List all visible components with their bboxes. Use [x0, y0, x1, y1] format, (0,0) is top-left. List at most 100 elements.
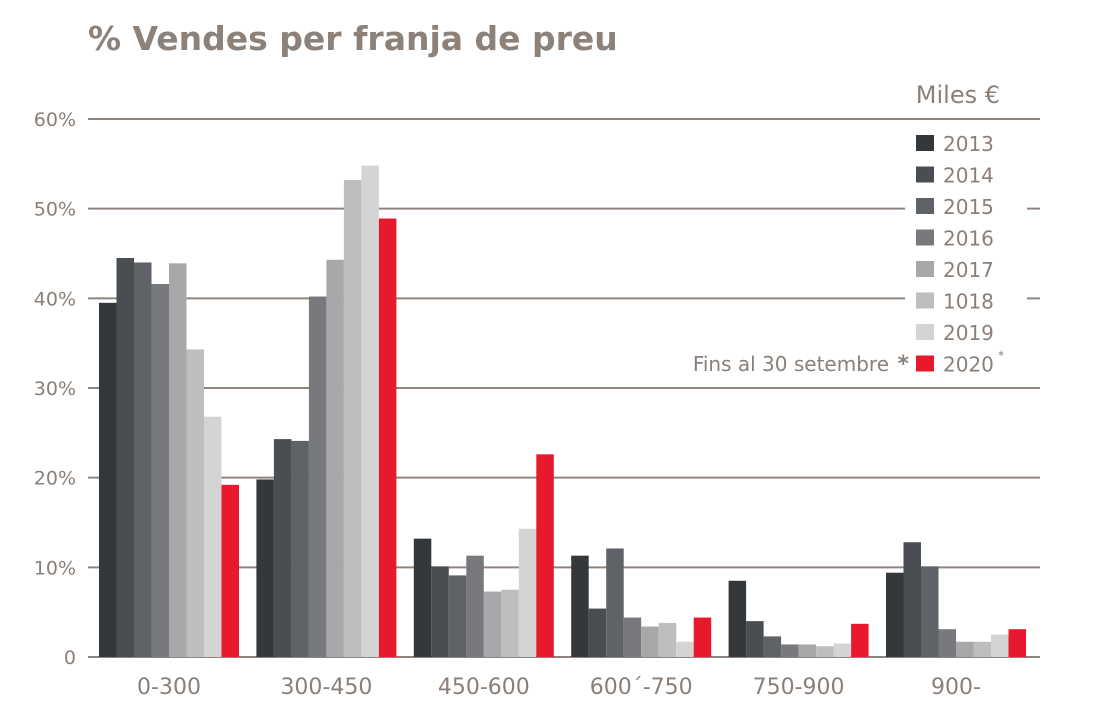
- legend-swatch: [916, 198, 934, 214]
- x-tick-label: 300-450: [280, 675, 372, 700]
- bar-2020-4: [851, 623, 869, 657]
- x-tick-label: 0-300: [137, 675, 201, 700]
- bar-2017-2: [483, 591, 502, 657]
- bar-2016-2: [466, 555, 484, 657]
- x-tick-label: 450-600: [438, 675, 530, 700]
- bar-2014-4: [746, 621, 764, 657]
- bar-2016-0: [151, 283, 169, 657]
- bar-2013-1: [256, 479, 274, 657]
- y-tick-label: 30%: [34, 378, 76, 400]
- bar-2013-3: [571, 555, 589, 657]
- legend-label: 2014: [943, 164, 994, 188]
- bar-2019-4: [833, 643, 852, 657]
- bar-2019-0: [204, 416, 222, 657]
- bar-2019-1: [361, 165, 379, 657]
- bar-2020-2: [536, 454, 554, 657]
- bar-2013-5: [886, 572, 904, 657]
- bar-2016-3: [623, 617, 642, 657]
- bar-2017-4: [798, 644, 817, 657]
- x-tick-label: 600´-750: [590, 675, 693, 700]
- x-tick-label: 900-: [931, 675, 981, 700]
- unit-label: Miles €: [916, 81, 1000, 109]
- bar-2014-1: [273, 439, 292, 657]
- annotation-text: Fins al 30 setembre: [693, 352, 889, 376]
- bar-group-2: [413, 454, 554, 657]
- bar-2014-0: [116, 257, 134, 657]
- legend-item-1018: 1018: [916, 290, 994, 314]
- legend-label: 1018: [943, 290, 994, 314]
- y-tick-label: 60%: [34, 109, 76, 131]
- bar-2019-2: [518, 528, 537, 657]
- chart-title: % Vendes per franja de preu: [88, 19, 618, 58]
- legend-swatch: [916, 135, 934, 151]
- legend-swatch: [916, 261, 934, 277]
- bar-1018-1: [343, 179, 362, 657]
- legend-label: 2016: [943, 227, 994, 251]
- bar-2017-0: [169, 263, 187, 657]
- legend-swatch: [916, 324, 934, 340]
- y-tick-label: 0: [64, 647, 76, 669]
- annotation-note: Fins al 30 setembre *: [693, 352, 910, 377]
- bar-2013-2: [413, 538, 432, 657]
- bar-group-3: [571, 548, 712, 657]
- bar-2016-1: [308, 296, 327, 657]
- legend-label: 2020: [943, 353, 994, 377]
- legend-swatch: [916, 292, 934, 309]
- x-axis-ticks: 0-300 300-450 450-600 600´-750 750-900 900-: [137, 675, 981, 700]
- legend: 2013 2014 2015 2016 2017 1018 2019 2020 *: [905, 125, 1027, 381]
- legend-item-2015: 2015: [916, 195, 994, 219]
- bar-2016-5: [938, 629, 956, 657]
- annotation-asterisk: *: [897, 352, 909, 377]
- legend-label: 2015: [943, 195, 994, 219]
- y-tick-label: 10%: [34, 557, 76, 579]
- bar-2014-5: [903, 542, 921, 657]
- bar-1018-5: [973, 641, 991, 657]
- bar-1018-2: [501, 589, 519, 657]
- gridlines: [88, 118, 1040, 658]
- legend-item-2016: 2016: [916, 227, 994, 251]
- bar-2015-4: [763, 636, 782, 657]
- bar-2015-3: [606, 548, 624, 657]
- bar-2019-5: [991, 634, 1009, 657]
- y-tick-label: 20%: [34, 468, 76, 490]
- bar-2014-3: [588, 608, 607, 657]
- legend-item-2019: 2019: [916, 321, 994, 345]
- bar-2020-0: [221, 484, 239, 657]
- legend-label: 2019: [943, 321, 994, 345]
- bar-group-5: [886, 542, 1026, 657]
- legend-item-2020: 2020 *: [916, 349, 1004, 377]
- legend-item-2014: 2014: [916, 164, 994, 188]
- bar-2015-1: [291, 440, 309, 657]
- bar-1018-4: [816, 646, 834, 657]
- x-tick-label: 750-900: [753, 675, 845, 700]
- legend-swatch: [916, 355, 934, 372]
- bar-group-4: [728, 580, 869, 657]
- bar-2016-4: [781, 644, 799, 657]
- bar-2020-3: [693, 617, 712, 657]
- bar-2019-3: [676, 641, 694, 657]
- bar-group-0: [99, 257, 239, 657]
- bar-2017-3: [641, 626, 659, 657]
- bars: [99, 165, 1026, 657]
- bar-group-1: [256, 165, 397, 657]
- legend-item-2017: 2017: [916, 258, 994, 282]
- bar-2017-1: [326, 259, 344, 657]
- bar-2013-0: [99, 302, 117, 657]
- bar-2015-5: [921, 566, 939, 657]
- legend-label: 2013: [943, 132, 994, 156]
- bar-1018-3: [658, 622, 677, 657]
- bar-1018-0: [186, 349, 204, 657]
- y-axis-ticks: 0 10% 20% 30% 40% 50% 60%: [34, 109, 76, 669]
- legend-asterisk: *: [998, 349, 1004, 363]
- bar-2014-2: [431, 566, 449, 657]
- bar-2015-0: [134, 262, 152, 657]
- bar-2015-2: [448, 575, 467, 657]
- bar-2013-4: [728, 580, 747, 657]
- y-tick-label: 40%: [34, 288, 76, 310]
- legend-swatch: [916, 229, 934, 246]
- bar-2020-5: [1008, 629, 1026, 657]
- y-tick-label: 50%: [34, 199, 76, 221]
- legend-label: 2017: [943, 258, 994, 282]
- bar-2020-1: [378, 218, 397, 657]
